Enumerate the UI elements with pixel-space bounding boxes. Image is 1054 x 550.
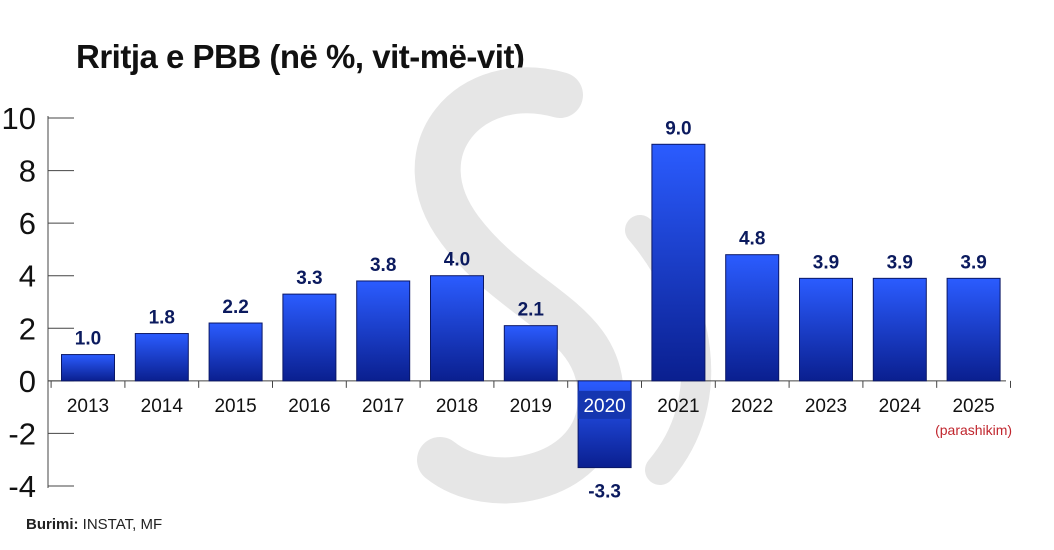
source-label: Burimi: [26,516,79,533]
bar-2022 [725,254,780,382]
category-highlight-bg [577,390,632,419]
bar-2025 [946,277,1001,382]
value-label-2025: 3.9 [960,252,986,273]
category-label-2023: 2023 [805,396,847,417]
category-label-2016: 2016 [288,396,330,417]
y-tick-label: 0 [19,364,36,399]
source-text: INSTAT, MF [78,516,163,533]
category-label-2015: 2015 [214,396,256,417]
category-label-2021: 2021 [657,396,699,417]
y-tick-label: 4 [19,259,36,294]
chart-title: Rritja e PBB (në %, vit-më-vit) [76,38,525,75]
value-label-2018: 4.0 [444,250,470,271]
bar-2019 [503,325,558,382]
category-label-2025: 2025 [952,396,994,417]
value-label-2015: 2.2 [222,297,248,318]
value-label-2016: 3.3 [296,268,322,289]
value-label-2013: 1.0 [75,329,101,350]
bar-2018 [430,275,484,382]
y-tick-label: -2 [8,416,36,451]
bar-chart: 10 8 6 4 2 0 -2 -4 1.0 2013 1.8 2014 2.2 2015 3.3 2016… [2,67,1012,504]
y-tick-label: 8 [19,154,36,189]
value-label-2023: 3.9 [813,252,839,273]
y-tick-label: 6 [19,206,36,241]
category-label-2013: 2013 [67,396,109,417]
category-label-2022: 2022 [731,396,773,417]
source-note: Burimi: INSTAT, MF [26,516,162,533]
bar-2023 [799,277,853,382]
category-label-2024: 2024 [879,396,922,417]
value-label-2020: -3.3 [588,482,621,503]
value-label-2024: 3.9 [887,252,913,273]
category-label-2017: 2017 [362,396,404,417]
value-label-2022: 4.8 [739,229,765,250]
category-label-2014: 2014 [141,396,184,417]
value-label-2017: 3.8 [370,255,396,276]
value-label-2014: 1.8 [149,308,175,329]
category-label-2020: 2020 [583,396,625,417]
category-label-2018: 2018 [436,396,478,417]
watermark-s-stroke [414,67,624,504]
value-label-2019: 2.1 [518,300,545,321]
y-tick-label: -4 [8,469,36,504]
category-note-2025: (parashikim) [935,422,1012,438]
bar-2013 [61,354,115,382]
category-label-2019: 2019 [510,396,552,417]
bar-2024 [872,277,927,382]
bar-2015 [208,322,263,382]
y-tick-label: 2 [19,311,36,346]
bar-2017 [356,280,411,382]
value-label-2021: 9.0 [665,118,691,139]
bar-2021 [651,143,706,382]
bar-2016 [282,293,337,382]
y-tick-label: 10 [2,101,36,136]
bar-2014 [134,333,189,382]
